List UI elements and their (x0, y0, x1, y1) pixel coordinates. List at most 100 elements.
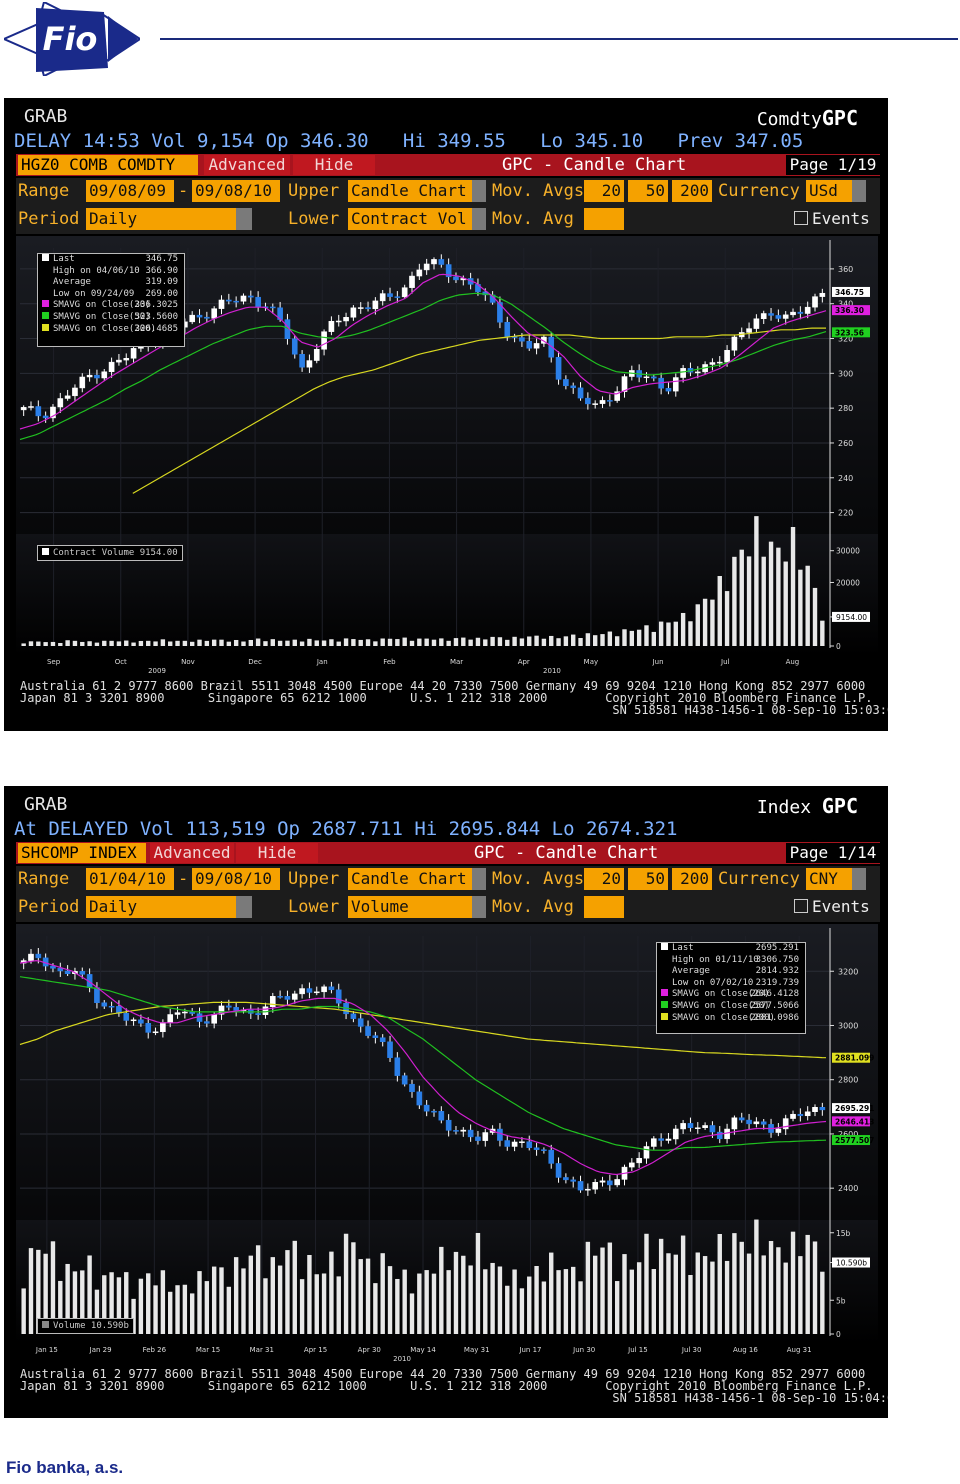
period-field[interactable]: Daily (86, 896, 236, 918)
volume-bar (72, 1271, 78, 1334)
candle-body (394, 296, 401, 298)
mov-avg-lower-field[interactable] (584, 208, 624, 230)
volume-bar (651, 631, 657, 646)
volume-bar (607, 1242, 613, 1334)
volume-bar (629, 630, 635, 646)
upper-field[interactable]: Candle Chart (348, 180, 472, 202)
candle-body (526, 1141, 533, 1148)
volume-bar (314, 640, 319, 646)
volume-bar (358, 1259, 363, 1334)
legend-value: 2577.5066 (750, 1000, 799, 1011)
security-field[interactable]: SHCOMP INDEX (18, 843, 146, 863)
price-tick-label: 2800 (838, 1076, 858, 1085)
page-indicator[interactable]: Page 1/19 (786, 155, 880, 175)
candle-body (746, 328, 752, 333)
candle-body (101, 371, 108, 379)
range-end-field[interactable]: 09/08/10 (192, 868, 280, 890)
candle-body (160, 1022, 166, 1033)
volume-bar (417, 638, 422, 646)
volume-bar (211, 639, 217, 646)
price-tag-label: 323.56 (835, 328, 864, 337)
security-field[interactable]: HGZ0 COMB COMDTY (18, 155, 198, 175)
candle-body (284, 996, 291, 1000)
header-rule (160, 38, 958, 40)
volume-bar (592, 635, 598, 646)
x-axis-label: May 14 (410, 1346, 436, 1354)
mov-avg-200-field[interactable]: 200 (672, 180, 712, 202)
legend-swatch (661, 943, 668, 950)
events-toggle[interactable]: Events (794, 208, 870, 230)
volume-bar (505, 1285, 510, 1334)
candle-body (350, 307, 357, 318)
range-start-field[interactable]: 09/08/09 (86, 180, 174, 202)
advanced-button[interactable]: Advanced (204, 155, 290, 175)
upper-dropdown[interactable] (472, 180, 486, 202)
lower-dropdown[interactable] (472, 208, 486, 230)
lower-dropdown[interactable] (472, 896, 486, 918)
volume-bar (820, 1271, 825, 1334)
hide-button[interactable]: Hide (236, 843, 318, 863)
volume-bar (483, 639, 488, 646)
candle-body (460, 1129, 467, 1132)
volume-bar (534, 635, 539, 646)
hide-button[interactable]: Hide (293, 155, 375, 175)
candle-body (548, 1149, 555, 1164)
candle-body (64, 395, 71, 399)
currency-dropdown[interactable] (852, 868, 866, 890)
sma200-line (132, 327, 826, 494)
mov-avg-50-field[interactable]: 50 (628, 180, 668, 202)
candle-body (328, 986, 335, 991)
period-dropdown[interactable] (236, 896, 252, 918)
currency-dropdown[interactable] (852, 180, 866, 202)
currency-field[interactable]: CNY (806, 868, 852, 890)
candle-body (716, 1131, 723, 1140)
range-end-field[interactable]: 09/08/10 (192, 180, 280, 202)
volume-bar (153, 641, 158, 646)
volume-bar (65, 1263, 70, 1334)
mov-avg-lower-field[interactable] (584, 896, 624, 918)
volume-bar (50, 641, 56, 646)
page-indicator[interactable]: Page 1/14 (786, 843, 880, 863)
lower-field[interactable]: Contract Vol (348, 208, 472, 230)
volume-bar (409, 640, 415, 646)
candle-body (372, 300, 379, 310)
lower-field[interactable]: Volume (348, 896, 472, 918)
candle-body (343, 317, 349, 322)
sma20-line (19, 959, 827, 1176)
volume-bar (255, 638, 261, 646)
mov-avg-200-field[interactable]: 200 (672, 868, 712, 890)
mov-avg-50-field[interactable]: 50 (628, 868, 668, 890)
mov-avg-20-field[interactable]: 20 (584, 868, 624, 890)
volume-bar (116, 641, 122, 646)
period-dropdown[interactable] (236, 208, 252, 230)
volume-bar (644, 625, 649, 646)
legend-label: Last (53, 254, 75, 264)
price-tag (832, 1116, 870, 1127)
candle-body (782, 1118, 789, 1130)
mov-avg-20-field[interactable]: 20 (584, 180, 624, 202)
candle-body (804, 1111, 811, 1117)
volume-bar (380, 638, 385, 646)
volume-bar (329, 639, 334, 646)
candle-body (79, 376, 86, 389)
candle-body (138, 1019, 144, 1024)
volume-bar (387, 638, 393, 646)
legend-label: Low on 07/02/10 (672, 977, 754, 988)
events-checkbox[interactable] (794, 211, 808, 225)
volume-bar (695, 604, 700, 646)
candle-body (812, 296, 818, 308)
volume-bar (746, 1253, 752, 1334)
volume-bar (270, 1257, 275, 1334)
range-start-field[interactable]: 01/04/10 (86, 868, 174, 890)
x-axis-label: Nov (181, 658, 195, 666)
candle-body (555, 356, 562, 380)
candle-body (775, 1128, 782, 1133)
period-field[interactable]: Daily (86, 208, 236, 230)
events-checkbox[interactable] (794, 899, 808, 913)
events-toggle[interactable]: Events (794, 896, 870, 918)
currency-field[interactable]: USd (806, 180, 852, 202)
advanced-button[interactable]: Advanced (150, 843, 234, 863)
upper-field[interactable]: Candle Chart (348, 868, 472, 890)
upper-dropdown[interactable] (472, 868, 486, 890)
candle-body (438, 1111, 445, 1121)
